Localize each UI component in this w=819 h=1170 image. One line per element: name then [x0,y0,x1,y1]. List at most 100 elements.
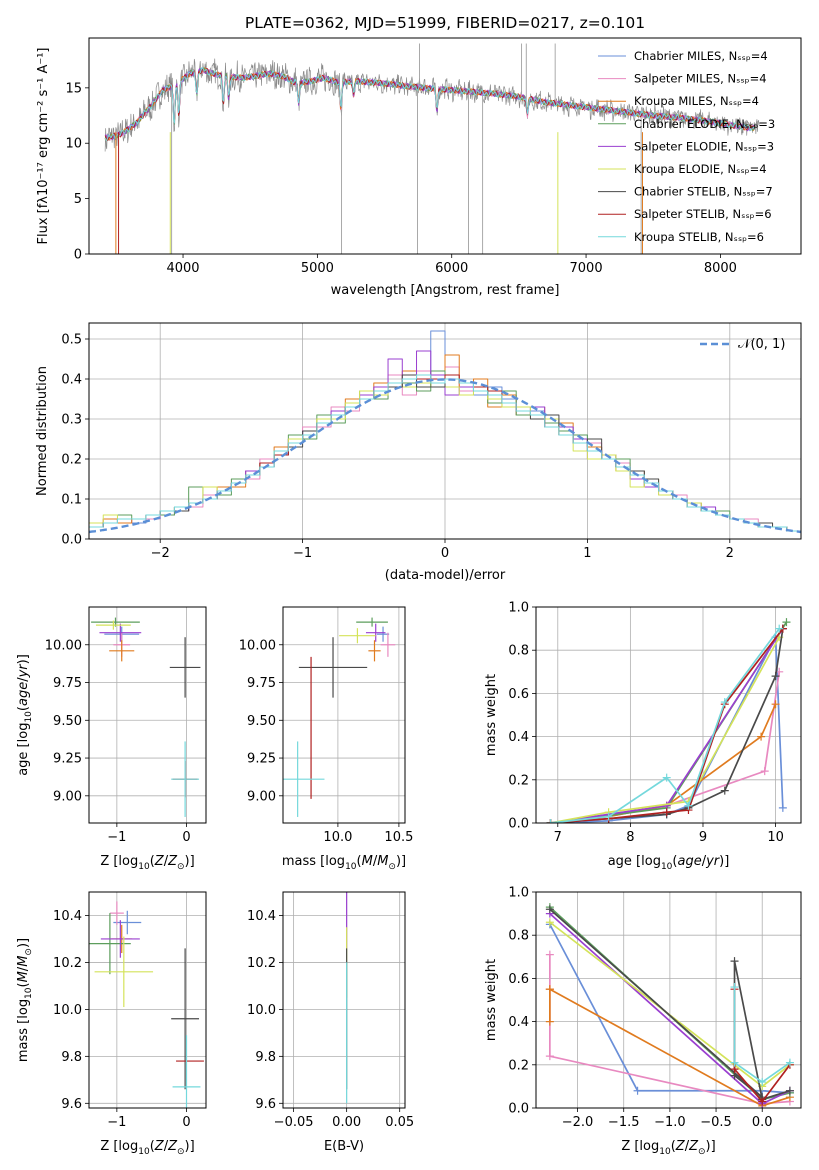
y-tick-label: 9.25 [53,752,82,767]
legend-label: Salpeter STELIB, Nₛₛₚ=6 [634,207,772,221]
x-tick-label: −1.0 [654,1115,686,1130]
sfh-marker [758,1078,767,1087]
y-tick-label: 0.8 [508,929,529,944]
axis-label: mass [log10(M/M⊙)] [16,938,34,1062]
y-axis-label: mass weight [484,959,499,1041]
label-part: M [16,956,31,967]
x-tick-label: −1.5 [608,1115,640,1130]
spectrum-model-line [104,67,755,141]
y-tick-label: 0.6 [508,687,529,702]
y-tick-label: 0.4 [61,373,82,388]
axis-label: Z [log10(Z/Z⊙)] [621,1139,715,1157]
sfh-marker [662,773,671,782]
label-part: 10 [345,862,357,872]
label-part: ( [672,854,677,869]
sfh-line [550,628,784,823]
histogram-step-line [89,374,801,532]
label-part: )] [16,938,31,948]
plot-area [104,43,760,254]
sfh-marker [604,812,613,821]
figure-title: PLATE=0362, MJD=51999, FIBERID=0217, z=0… [245,14,645,32]
y-tick-label: 0.2 [508,1058,529,1073]
label-part: age [677,854,701,869]
label-part: / [702,854,707,869]
y-tick-label: 0.3 [61,413,82,428]
label-part: / [164,854,169,869]
sfh-line [550,628,784,823]
y-tick-label: 0.0 [508,817,529,832]
legend-label: Kroupa ELODIE, Nₛₛₚ=4 [634,162,767,176]
label-part: )] [185,854,195,869]
legend-label: Salpeter ELODIE, Nₛₛₚ=3 [634,139,774,153]
plot-area [89,901,204,1108]
label-part: / [685,1139,690,1154]
y-tick-label: 1.0 [508,886,529,901]
mass_vs_ebv-axes: −0.05 0.00 0.05 9.6 9.8 10.0 10.2 10.4 E(B-V) [247,891,414,1154]
legend-label: Kroupa STELIB, Nₛₛₚ=6 [634,230,764,244]
y-tick-label: 10.0 [247,1003,276,1018]
y-tick-label: 10.2 [53,956,82,971]
sfh-marker [730,1058,739,1067]
y-tick-label: 10 [65,137,82,152]
y-tick-label: 9.50 [53,714,82,729]
label-part: / [16,966,31,971]
y-tick-label: 0.6 [508,972,529,987]
sfh-marker [545,1052,554,1061]
label-part: age [16,682,31,706]
y-tick-label: 0.4 [508,1015,529,1030]
x-tick-label: 8000 [704,261,737,276]
plot-area [546,618,791,823]
legend-label: 𝒩(0, 1) [738,337,785,352]
x-tick-label: 5000 [301,261,334,276]
label-part: 10 [138,862,150,872]
label-part: ⊙ [24,948,34,956]
plot-area [283,617,396,817]
x-tick-label: 7 [554,830,562,845]
x-tick-label: 10.5 [384,830,413,845]
sfh-marker [775,624,784,633]
label-part: M [16,971,31,982]
legend-label: Chabrier ELODIE, Nₛₛₚ=3 [634,117,775,131]
y-tick-label: 10.00 [239,638,276,653]
spectrum-axes: 4000 5000 6000 7000 8000 0 5 10 15 wavelength [An… [36,37,802,298]
axis-label: Z [log10(Z/Z⊙)] [100,854,194,872]
label-part: Z [688,1139,699,1154]
sfh-marker [720,698,729,707]
sfh-line [550,636,784,823]
x-tick-label: 1 [583,546,591,561]
label-part: M [377,854,388,869]
legend-label: Chabrier STELIB, Nₛₛₚ=7 [634,185,773,199]
age_vs_mass-axes: 10.0 10.5 9.00 9.25 9.50 9.75 10.00 mass [log10… [239,606,413,872]
axis-label: Z [log10(Z/Z⊙)] [100,1139,194,1157]
label-part: ⊙ [177,1147,185,1157]
mass_vs_Z-axes: −1 09.69.810.010.210.4Z [log10(Z/Z⊙)]mass… [16,891,207,1157]
y-tick-label: 9.6 [61,1097,82,1112]
x-tick-label: 0.05 [385,1115,414,1130]
sfh-marker [545,985,554,994]
label-part: / [16,677,31,682]
label-part: ( [150,1139,155,1154]
label-part: yr [16,663,31,679]
sfh-marker [771,700,780,709]
x-axis-label: wavelength [Angstrom, rest frame] [331,283,560,298]
sfh-marker [778,803,787,812]
y-tick-label: 10.00 [45,638,82,653]
gaussian-curve [89,378,801,534]
sfh-marker [757,732,766,741]
y-tick-label: 10.0 [53,1003,82,1018]
x-tick-label: −1 [107,830,126,845]
axes-frame [88,891,207,1109]
y-tick-label: 9.50 [247,714,276,729]
label-part: ⊙ [388,862,396,872]
label-part: Z [log [100,1139,138,1154]
x-tick-label: 8 [626,830,634,845]
y-axis-label: Normed distribution [35,366,50,496]
label-part: )] [185,1139,195,1154]
sfh-marker [545,905,554,914]
y-tick-label: 0.0 [508,1102,529,1117]
sfh-marker [730,957,739,966]
x-tick-label: 0.0 [752,1115,773,1130]
label-part: ( [357,854,362,869]
legend-label: Chabrier MILES, Nₛₛₚ=4 [634,49,768,63]
